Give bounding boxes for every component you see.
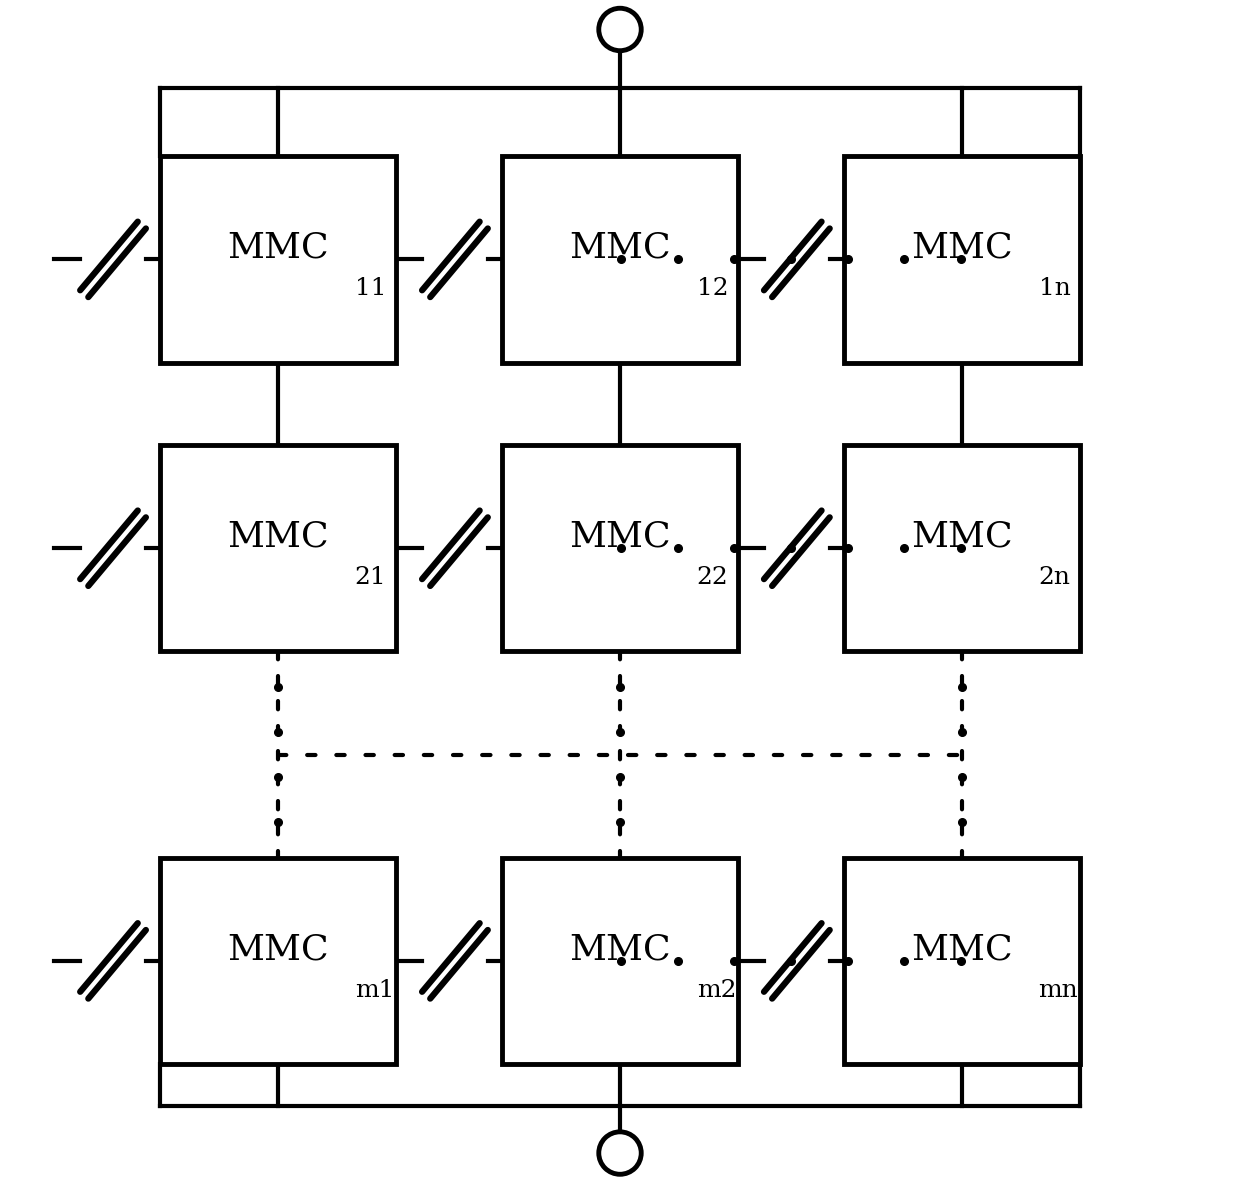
Bar <box>160 157 396 363</box>
Bar <box>160 858 396 1063</box>
Text: MMC: MMC <box>569 933 671 966</box>
Bar <box>160 444 396 651</box>
Text: MMC: MMC <box>227 231 329 264</box>
Text: m1: m1 <box>355 979 394 1002</box>
Bar <box>844 858 1080 1063</box>
Text: MMC: MMC <box>569 231 671 264</box>
Text: MMC: MMC <box>227 520 329 553</box>
Bar <box>844 444 1080 651</box>
Text: 2n: 2n <box>1039 566 1070 590</box>
Text: m2: m2 <box>697 979 737 1002</box>
Text: MMC: MMC <box>569 520 671 553</box>
Text: 22: 22 <box>697 566 728 590</box>
Text: MMC: MMC <box>911 933 1013 966</box>
Text: MMC: MMC <box>911 520 1013 553</box>
Bar <box>502 157 738 363</box>
Text: 1n: 1n <box>1039 277 1070 301</box>
Bar <box>502 858 738 1063</box>
Bar <box>502 444 738 651</box>
Text: 11: 11 <box>355 277 386 301</box>
Bar <box>844 157 1080 363</box>
Circle shape <box>599 1132 641 1174</box>
Text: MMC: MMC <box>911 231 1013 264</box>
Text: MMC: MMC <box>227 933 329 966</box>
Text: mn: mn <box>1039 979 1079 1002</box>
Text: 12: 12 <box>697 277 728 301</box>
Text: 21: 21 <box>355 566 387 590</box>
Circle shape <box>599 8 641 51</box>
